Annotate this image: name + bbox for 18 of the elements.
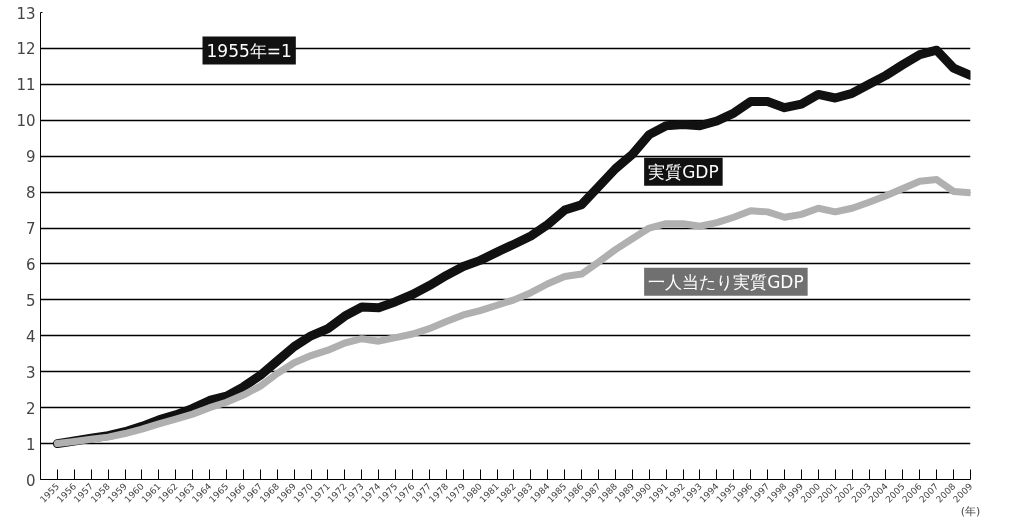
y-tick-label: 4 (25, 327, 36, 346)
x-axis-title: (年) (960, 504, 981, 518)
series-label: 実質GDP (648, 161, 719, 182)
annotation: 1955年=1 (206, 40, 292, 61)
y-tick-label: 6 (25, 255, 36, 274)
y-tick-label: 1 (25, 435, 36, 454)
y-tick-label: 0 (25, 471, 36, 490)
y-tick-label: 9 (25, 148, 36, 167)
y-tick-label: 8 (25, 184, 36, 203)
y-tick-label: 2 (25, 399, 36, 418)
y-tick-label: 3 (25, 363, 36, 382)
y-tick-label: 11 (16, 76, 36, 95)
y-tick-label: 12 (16, 40, 36, 59)
y-tick-label: 7 (25, 220, 36, 239)
y-tick-label: 10 (16, 112, 36, 131)
y-tick-label: 5 (25, 291, 36, 310)
y-tick-label: 13 (16, 4, 36, 23)
text: 一人当たり実質GDP (648, 271, 804, 292)
